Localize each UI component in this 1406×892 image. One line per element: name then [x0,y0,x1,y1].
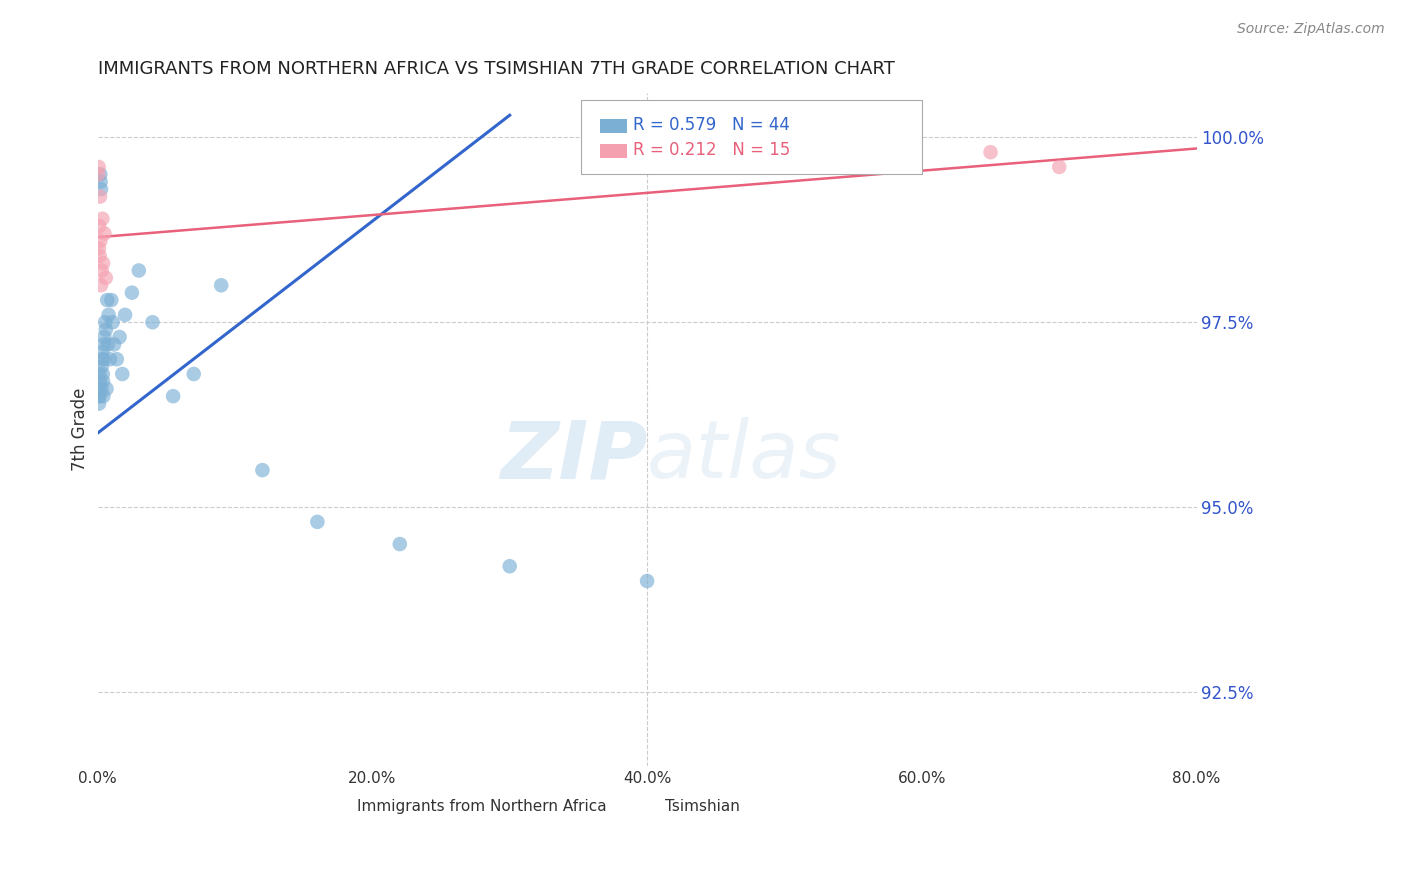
Point [91,367,114,381]
Point [93,337,115,351]
Point [93,389,115,403]
Point [105,352,128,367]
FancyBboxPatch shape [389,798,416,812]
Point [89,375,111,389]
Text: Source: ZipAtlas.com: Source: ZipAtlas.com [1237,22,1385,37]
Point [87,241,110,255]
Point [93,330,115,344]
Point [980,145,1002,160]
Point [101,315,124,329]
Text: ZIP: ZIP [499,417,647,495]
Point [114,308,136,322]
Point [307,515,329,529]
Text: Immigrants from Northern Africa: Immigrants from Northern Africa [357,798,607,814]
Text: R = 0.212   N = 15: R = 0.212 N = 15 [633,141,790,159]
Point [388,537,411,551]
Point [91,375,114,389]
Point [87,167,110,181]
Point [111,367,134,381]
Point [499,559,522,574]
Point [96,293,118,307]
Point [91,211,114,226]
FancyBboxPatch shape [600,144,627,158]
Point [90,359,112,374]
Point [89,234,111,248]
Point [97,337,120,351]
Text: R = 0.579   N = 44: R = 0.579 N = 44 [633,116,790,134]
Point [141,315,163,329]
Point [94,271,117,285]
Point [87,382,110,396]
Point [90,263,112,277]
Point [87,160,110,174]
Point [121,285,143,300]
Text: atlas: atlas [647,417,842,495]
Point [89,219,111,234]
Point [100,293,122,307]
Point [183,367,205,381]
FancyBboxPatch shape [581,100,922,174]
Point [103,337,125,351]
Point [128,263,150,277]
Point [91,344,114,359]
Point [91,352,114,367]
Point [91,256,114,270]
Point [87,396,110,410]
Point [252,463,274,477]
Point [96,382,118,396]
Point [90,175,112,189]
Point [90,182,112,196]
Point [94,315,117,329]
Point [90,278,112,293]
Point [98,352,121,367]
Text: Tsimshian: Tsimshian [665,798,740,814]
Point [89,249,111,263]
Point [636,574,658,588]
Point [108,330,131,344]
Point [89,189,111,203]
Point [89,389,111,403]
Point [93,227,115,241]
Point [93,352,115,367]
Point [209,278,232,293]
Y-axis label: 7th Grade: 7th Grade [72,388,89,471]
FancyBboxPatch shape [609,798,636,812]
Point [94,323,117,337]
FancyBboxPatch shape [600,119,627,134]
Point [89,167,111,181]
Point [90,382,112,396]
Point [87,389,110,403]
Point [89,367,111,381]
Point [97,308,120,322]
Text: IMMIGRANTS FROM NORTHERN AFRICA VS TSIMSHIAN 7TH GRADE CORRELATION CHART: IMMIGRANTS FROM NORTHERN AFRICA VS TSIMS… [97,60,894,78]
Point [1047,160,1070,174]
Point [162,389,184,403]
